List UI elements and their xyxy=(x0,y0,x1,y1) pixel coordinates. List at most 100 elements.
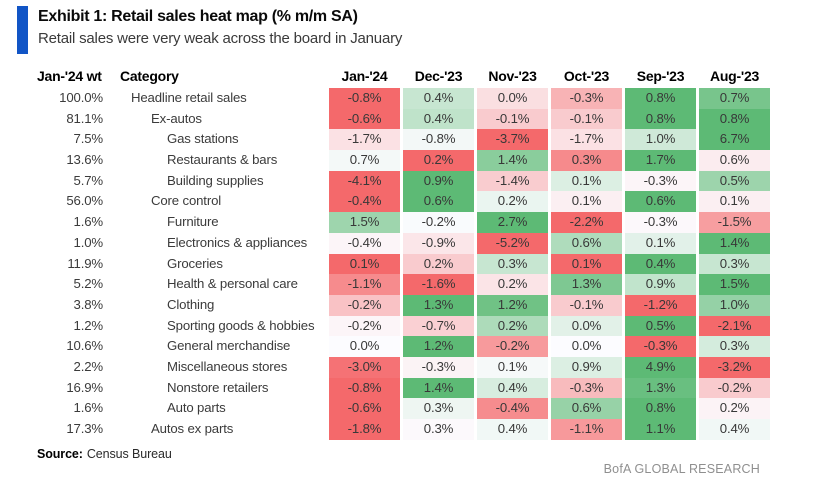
value-cell: 0.1% xyxy=(551,191,622,213)
value-cell: 0.6% xyxy=(551,398,622,419)
exhibit-subtitle: Retail sales were very weak across the b… xyxy=(38,30,403,47)
weight-cell: 10.6% xyxy=(66,338,103,354)
month-column-header: Oct-'23 xyxy=(563,68,610,84)
value-cell: -0.2% xyxy=(699,377,770,399)
weight-cell: 56.0% xyxy=(66,193,103,209)
weight-cell: 1.6% xyxy=(73,400,104,416)
value-cell: 0.2% xyxy=(477,274,548,295)
weight-cell: 5.2% xyxy=(73,276,104,292)
weight-cell: 3.8% xyxy=(73,296,104,312)
month-column-header: Nov-'23 xyxy=(488,68,537,84)
value-cell: -3.7% xyxy=(477,129,548,151)
value-cell: 0.2% xyxy=(477,191,548,213)
value-cell: 0.6% xyxy=(403,191,474,213)
value-cell: -2.2% xyxy=(551,212,622,233)
category-cell: Autos ex parts xyxy=(151,421,234,436)
value-cell: 0.2% xyxy=(699,398,770,419)
value-cell: -0.8% xyxy=(403,129,474,151)
category-cell: Building supplies xyxy=(167,172,264,188)
value-cell: -0.2% xyxy=(329,294,400,316)
value-cell: -2.1% xyxy=(699,315,770,337)
value-cell: 0.5% xyxy=(699,170,770,192)
value-cell: 0.2% xyxy=(403,150,474,171)
value-cell: 0.4% xyxy=(699,419,770,440)
value-cell: 0.1% xyxy=(329,253,400,275)
value-cell: -1.6% xyxy=(403,274,474,295)
branding-text: BofA GLOBAL RESEARCH xyxy=(603,462,760,476)
value-cell: 1.4% xyxy=(403,377,474,399)
value-cell: -5.2% xyxy=(477,232,548,254)
value-cell: 6.7% xyxy=(699,129,770,151)
value-cell: 0.7% xyxy=(329,150,400,171)
source-value: Census Bureau xyxy=(86,447,172,461)
value-cell: -0.6% xyxy=(329,108,400,130)
weight-cell: 1.6% xyxy=(73,214,104,230)
category-cell: Nonstore retailers xyxy=(167,379,269,395)
value-cell: 0.1% xyxy=(551,253,622,275)
category-cell: Groceries xyxy=(167,255,223,271)
value-cell: 1.5% xyxy=(329,212,400,233)
weight-cell: 100.0% xyxy=(59,90,103,105)
value-cell: 0.4% xyxy=(477,419,548,440)
value-cell: 0.5% xyxy=(625,315,696,337)
value-cell: 0.7% xyxy=(699,88,770,109)
value-cell: 0.3% xyxy=(551,150,622,171)
value-cell: -3.2% xyxy=(699,356,770,378)
heatmap-table: Jan-'24 wt Category Jan-'24 Dec-'23 Nov-'2… xyxy=(37,64,770,440)
weight-cell: 1.2% xyxy=(73,317,104,333)
title-block: Exhibit 1: Retail sales heat map (% m/m … xyxy=(38,8,402,47)
value-cell: 1.7% xyxy=(625,150,696,171)
value-cell: 0.3% xyxy=(477,253,548,275)
weight-cell: 2.2% xyxy=(73,358,104,374)
value-cell: 0.2% xyxy=(403,253,474,275)
value-cell: 0.1% xyxy=(699,191,770,213)
value-cell: 0.6% xyxy=(625,191,696,213)
value-cell: 0.4% xyxy=(403,108,474,130)
value-cell: 0.4% xyxy=(403,88,474,109)
value-cell: 0.9% xyxy=(551,356,622,378)
weight-cell: 11.9% xyxy=(67,255,103,271)
value-cell: -0.8% xyxy=(329,88,400,109)
value-cell: 1.3% xyxy=(625,377,696,399)
value-cell: 4.9% xyxy=(625,356,696,378)
month-column-header: Jan-'24 xyxy=(341,68,388,84)
category-cell: Furniture xyxy=(167,214,219,230)
value-cell: -1.7% xyxy=(551,129,622,151)
value-cell: 0.9% xyxy=(403,170,474,192)
value-cell: 1.4% xyxy=(699,232,770,254)
weight-column-header: Jan-'24 wt xyxy=(37,68,102,84)
value-cell: -0.1% xyxy=(477,108,548,130)
value-cell: 0.0% xyxy=(551,336,622,357)
source-note: Source: Census Bureau xyxy=(37,447,172,461)
value-cell: 0.8% xyxy=(625,88,696,109)
value-cell: -1.5% xyxy=(699,212,770,233)
value-cell: -0.4% xyxy=(329,191,400,213)
month-column-header: Sep-'23 xyxy=(636,68,685,84)
category-cell: Electronics & appliances xyxy=(167,234,308,250)
month-column-header: Dec-'23 xyxy=(414,68,463,84)
accent-bar xyxy=(17,6,28,54)
value-cell: -3.0% xyxy=(329,356,400,378)
category-cell: Health & personal care xyxy=(167,276,298,292)
value-cell: 0.8% xyxy=(625,108,696,130)
weight-cell: 16.9% xyxy=(66,379,103,395)
value-cell: 0.0% xyxy=(477,88,548,109)
exhibit-title: Exhibit 1: Retail sales heat map (% m/m … xyxy=(38,8,358,25)
category-cell: Sporting goods & hobbies xyxy=(167,317,315,333)
value-cell: 0.3% xyxy=(403,398,474,419)
category-cell: Auto parts xyxy=(167,400,226,416)
value-cell: -0.2% xyxy=(403,212,474,233)
value-cell: -0.8% xyxy=(329,377,400,399)
value-cell: -1.1% xyxy=(329,274,400,295)
value-cell: -0.2% xyxy=(477,336,548,357)
value-cell: -0.7% xyxy=(403,315,474,337)
category-cell: Restaurants & bars xyxy=(167,152,278,168)
weight-cell: 7.5% xyxy=(73,131,104,147)
value-cell: -0.6% xyxy=(329,398,400,419)
value-cell: 0.3% xyxy=(403,419,474,440)
value-cell: 1.1% xyxy=(625,419,696,440)
weight-cell: 13.6% xyxy=(66,152,103,168)
weight-cell: 81.1% xyxy=(66,110,103,126)
value-cell: -0.1% xyxy=(551,108,622,130)
weight-cell: 1.0% xyxy=(73,234,104,250)
